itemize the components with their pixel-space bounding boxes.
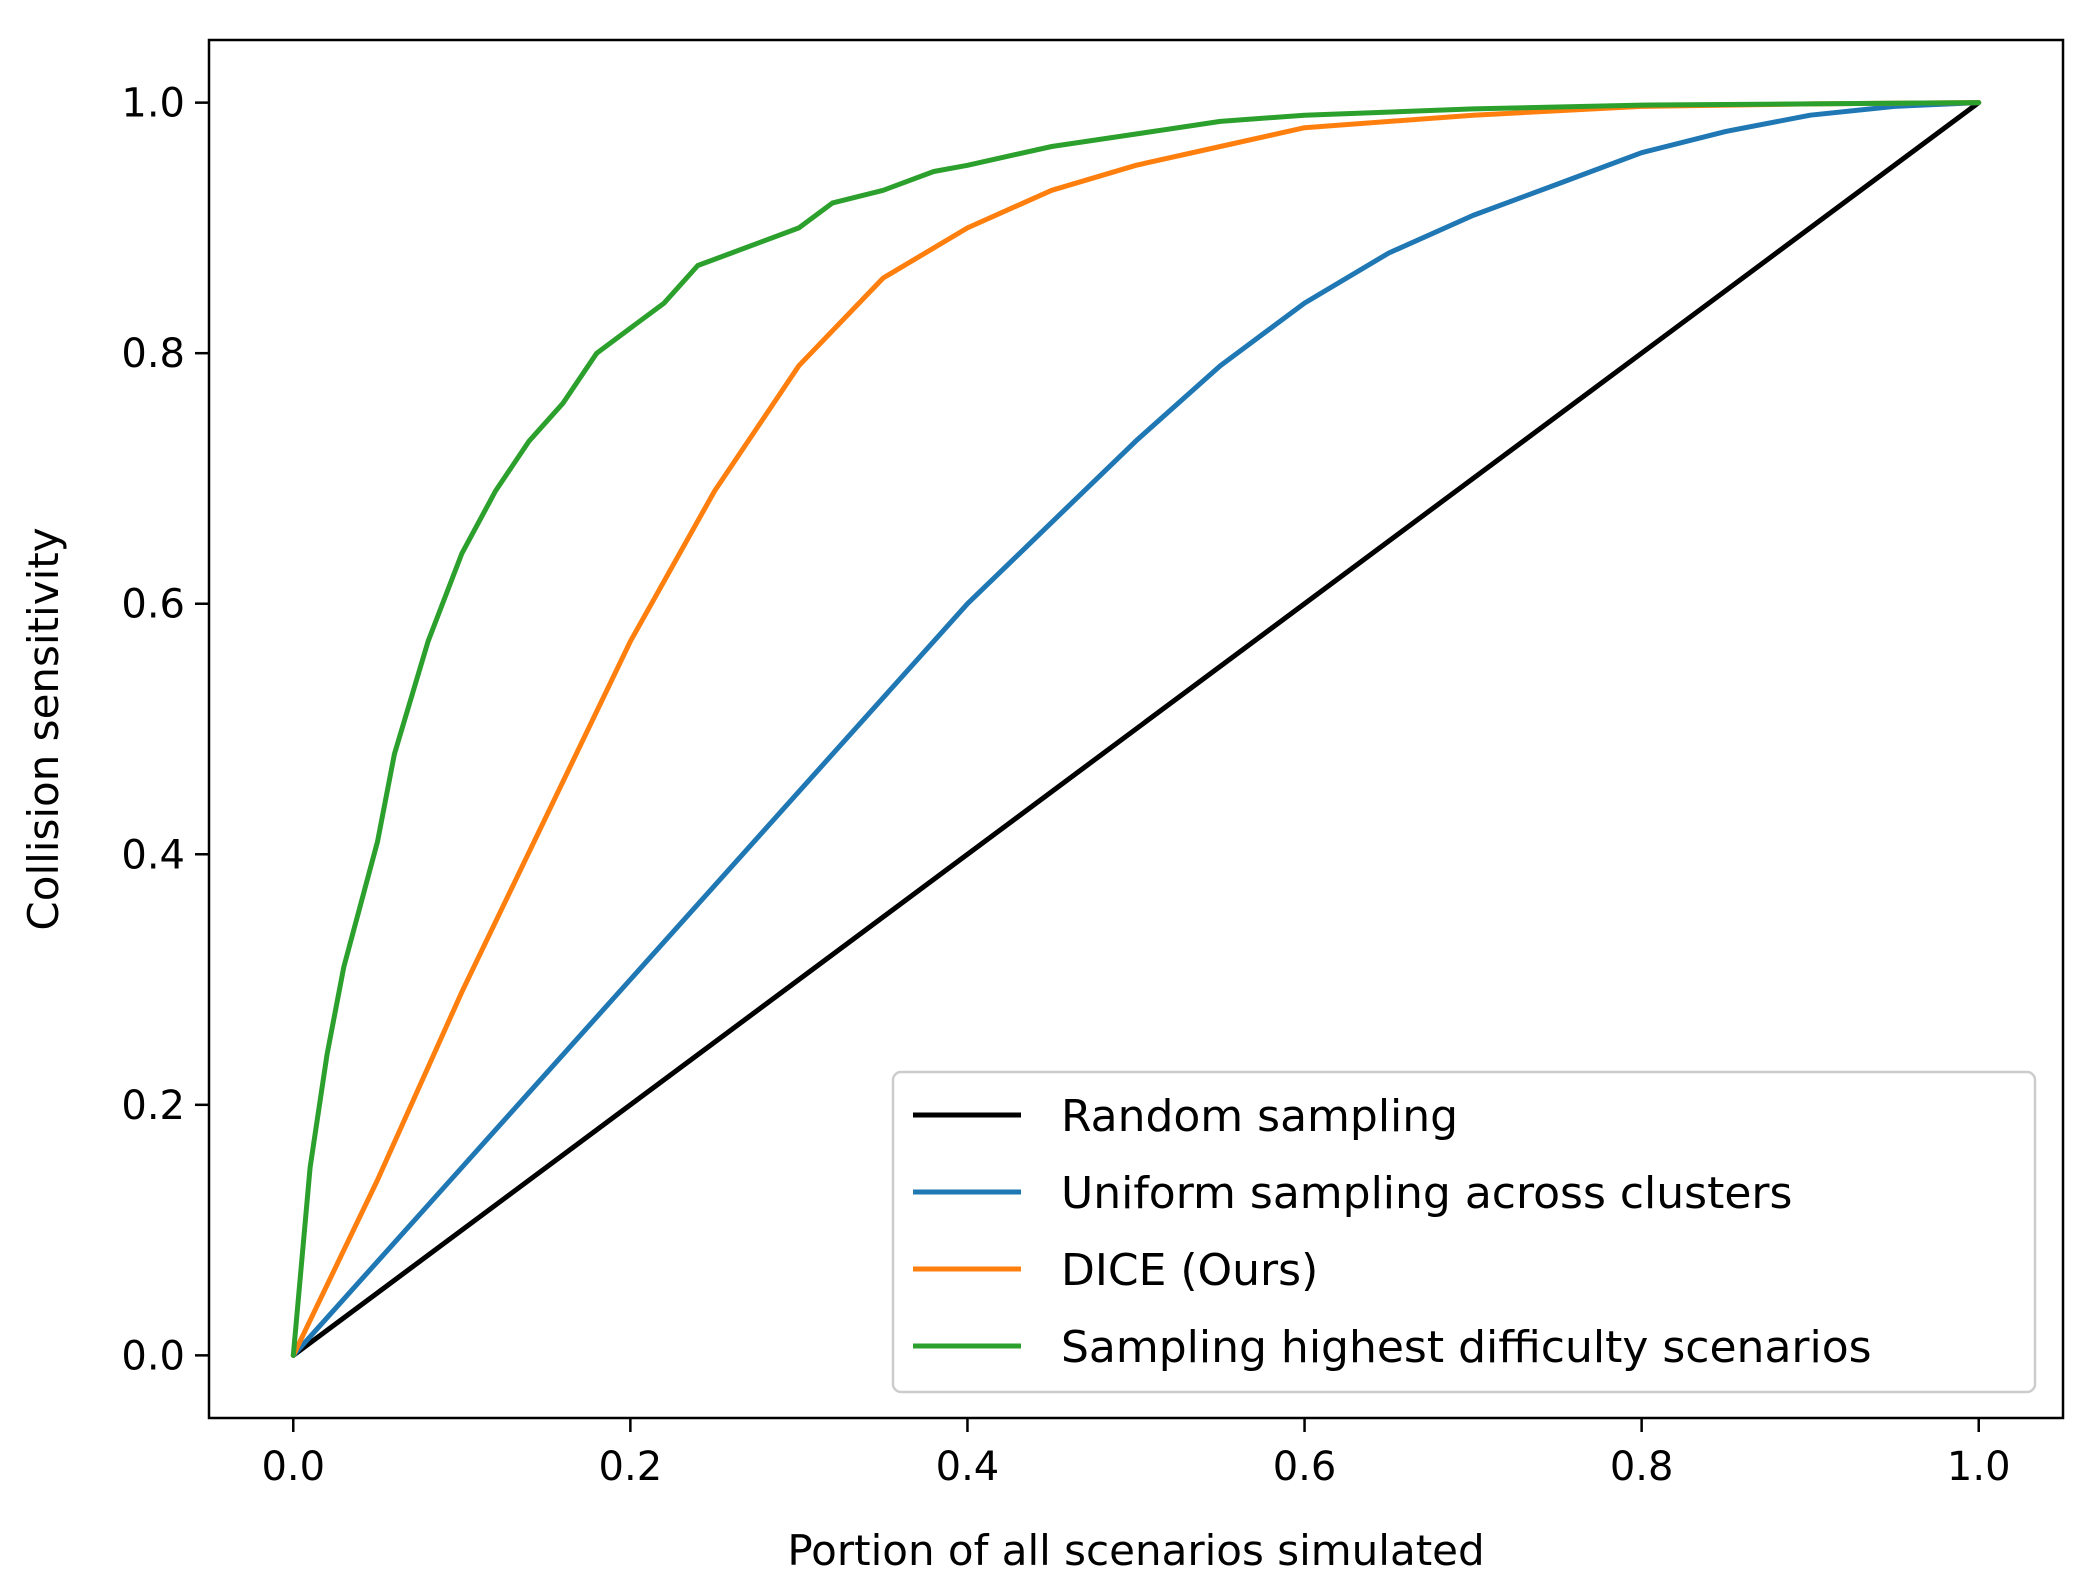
legend-label-3: DICE (Ours) xyxy=(1061,1245,1318,1296)
x-tick-label: 0.0 xyxy=(261,1444,325,1490)
y-tick-label: 0.2 xyxy=(121,1083,185,1129)
y-tick-label: 0.8 xyxy=(121,331,185,377)
series-line-2 xyxy=(290,100,1982,1358)
x-axis-ticks: 0.0 0.2 0.4 0.6 0.8 1.0 xyxy=(261,1418,2011,1490)
x-tick-label: 0.6 xyxy=(1273,1444,1337,1490)
legend: Random sampling Uniform sampling across c… xyxy=(891,1070,2037,1394)
x-tick-label: 0.8 xyxy=(1610,1444,1674,1490)
legend-label-2: Uniform sampling across clusters xyxy=(1061,1168,1792,1219)
x-tick-label: 0.2 xyxy=(599,1444,663,1490)
y-tick-label: 1.0 xyxy=(121,81,185,127)
x-tick-label: 0.4 xyxy=(936,1444,1000,1490)
series-line-4 xyxy=(290,100,1982,1358)
legend-label-1: Random sampling xyxy=(1061,1091,1458,1142)
x-axis-label: Portion of all scenarios simulated xyxy=(787,1526,1484,1575)
series-line-3 xyxy=(290,100,1982,1358)
y-tick-label: 0.6 xyxy=(121,582,185,628)
plot-frame xyxy=(207,38,2065,1420)
series-lines xyxy=(290,100,1982,1358)
y-axis-label: Collision sensitivity xyxy=(19,527,68,930)
x-tick-label: 1.0 xyxy=(1947,1444,2011,1490)
legend-label-4: Sampling highest difficulty scenarios xyxy=(1061,1322,1872,1373)
y-tick-label: 0.0 xyxy=(121,1333,185,1379)
y-axis-ticks: 0.0 0.2 0.4 0.6 0.8 1.0 xyxy=(121,81,209,1379)
y-tick-label: 0.4 xyxy=(121,832,185,878)
legend-box xyxy=(891,1070,2037,1394)
series-line-1 xyxy=(290,100,1982,1358)
